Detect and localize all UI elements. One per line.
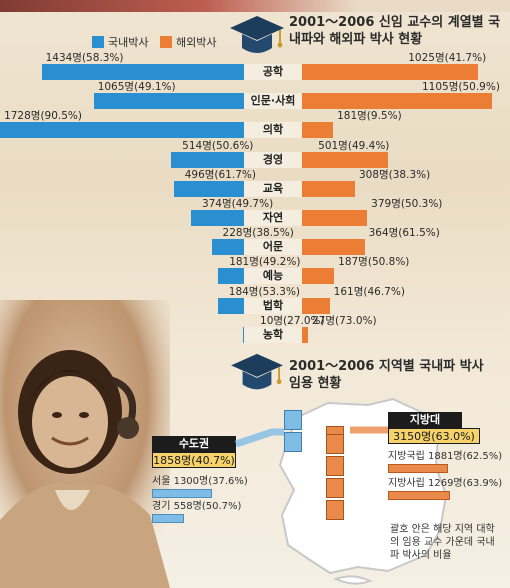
private-bar — [388, 491, 450, 500]
private-label: 지방사립 1269명(63.9%) — [388, 478, 503, 489]
legend-overseas: 해외박사 — [160, 34, 216, 50]
legend-label-domestic: 국내박사 — [108, 36, 149, 49]
footnote: 괄호 안은 해당 지역 대학의 임용 교수 가운데 국내파 박사의 비율 — [390, 524, 495, 561]
domestic-bar-0 — [41, 64, 244, 80]
provincial-stack-block-1 — [326, 434, 344, 454]
category-label-4: 교육 — [244, 180, 302, 197]
overseas-bar-4 — [302, 180, 355, 197]
legend-swatch-overseas — [160, 36, 172, 48]
overseas-label-0: 1025명(41.7%) — [408, 52, 487, 64]
category-label-1: 인문·사회 — [244, 93, 302, 110]
provincial-stack-block-3 — [326, 478, 344, 498]
category-label-2: 의학 — [244, 122, 302, 139]
domestic-bar-2 — [0, 122, 244, 139]
overseas-bar-8 — [302, 297, 330, 314]
chart-title-1: 2001～2006 신임 교수의 계열별 국내파와 해외파 박사 현황 — [289, 15, 501, 47]
domestic-bar-9 — [242, 326, 244, 343]
overseas-label-4: 308명(38.3%) — [358, 168, 431, 181]
overseas-bar-0 — [302, 64, 479, 80]
mortarboard-icon — [230, 16, 284, 53]
overseas-label-9: 27명(73.0%) — [312, 314, 377, 327]
domestic-bar-3 — [171, 151, 244, 168]
overseas-bar-1 — [302, 93, 492, 110]
overseas-bar-5 — [302, 210, 368, 226]
domestic-label-6: 228명(38.5%) — [222, 227, 294, 240]
overseas-bar-6 — [302, 239, 365, 256]
capital-region-title: 수도권 — [152, 436, 236, 452]
category-label-7: 예능 — [244, 268, 302, 285]
domestic-label-8: 184명(53.3%) — [228, 285, 301, 298]
domestic-label-9: 10명(27.0%) — [260, 314, 325, 327]
national-label: 지방국립 1881명(62.5%) — [388, 451, 503, 462]
overseas-label-5: 379명(50.3%) — [371, 198, 443, 210]
overseas-label-7: 187명(50.8%) — [338, 256, 410, 269]
provincial-stack-block-4 — [326, 500, 344, 520]
category-label-0: 공학 — [244, 64, 302, 80]
overseas-bar-7 — [302, 268, 335, 285]
domestic-label-2: 1728명(90.5%) — [4, 110, 82, 123]
capital-region-total: 1858명(40.7%) — [152, 452, 236, 468]
gyeonggi-label: 경기 558명(50.7%) — [152, 501, 242, 512]
overseas-bar-2 — [302, 122, 334, 139]
domestic-label-1: 1065명(49.1%) — [97, 81, 176, 94]
overseas-bar-3 — [302, 151, 389, 168]
domestic-bar-6 — [211, 239, 244, 256]
provincial-stack-block-2 — [326, 456, 344, 476]
provincial-total: 3150명(63.0%) — [388, 428, 480, 444]
domestic-label-7: 181명(49.2%) — [229, 256, 301, 269]
mortarboard-icon-2 — [231, 353, 283, 390]
domestic-bar-4 — [173, 180, 244, 197]
domestic-label-5: 374명(49.7%) — [201, 198, 274, 210]
overseas-label-3: 501명(49.4%) — [318, 139, 390, 152]
national-bar — [388, 464, 448, 473]
domestic-label-3: 514명(50.6%) — [182, 139, 254, 152]
overseas-label-8: 161명(46.7%) — [333, 285, 405, 298]
legend-domestic: 국내박사 — [92, 34, 148, 50]
category-label-8: 법학 — [244, 297, 302, 314]
woman-portrait-illustration — [0, 300, 170, 588]
overseas-label-1: 1105명(50.9%) — [422, 81, 500, 94]
domestic-bar-7 — [218, 268, 244, 285]
overseas-bar-9 — [302, 326, 308, 343]
capital-stack-block-0 — [284, 410, 302, 430]
legend-label-overseas: 해외박사 — [176, 36, 217, 49]
domestic-bar-1 — [93, 93, 244, 110]
overseas-label-2: 181명(9.5%) — [337, 110, 402, 123]
chart-title-2: 2001～2006 지역별 국내파 박사 임용 현황 — [289, 359, 484, 391]
seoul-bar — [152, 489, 212, 498]
legend-swatch-domestic — [92, 36, 104, 48]
domestic-bar-5 — [191, 210, 244, 226]
overseas-label-6: 364명(61.5%) — [368, 227, 440, 240]
category-label-3: 경영 — [244, 151, 302, 168]
category-label-6: 어문 — [244, 239, 302, 256]
domestic-label-4: 496명(61.7%) — [184, 168, 256, 181]
provincial-title: 지방대 — [388, 412, 462, 428]
capital-stack-block-1 — [284, 432, 302, 452]
domestic-label-0: 1434명(58.3%) — [45, 52, 124, 64]
category-label-5: 자연 — [244, 210, 302, 226]
gyeonggi-bar — [152, 514, 184, 523]
seoul-label: 서울 1300명(37.6%) — [152, 476, 248, 487]
category-label-9: 농학 — [244, 326, 302, 343]
top-band — [0, 0, 510, 12]
domestic-bar-8 — [218, 297, 244, 314]
